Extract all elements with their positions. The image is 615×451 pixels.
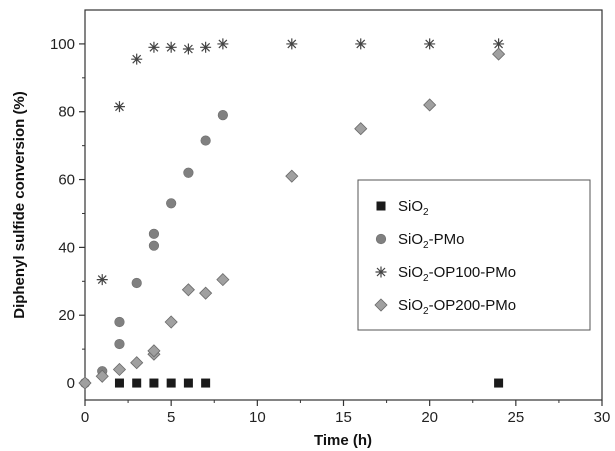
data-point-asterisk <box>493 38 505 50</box>
y-tick-label: 100 <box>50 36 75 53</box>
legend-label-rest: -PMo <box>429 231 465 248</box>
legend-label-main: SiO <box>398 198 423 215</box>
data-point-square <box>166 378 176 388</box>
data-point-square <box>114 378 124 388</box>
data-point-circle <box>183 167 194 178</box>
data-point-diamond <box>78 376 92 390</box>
x-tick-label: 10 <box>249 409 266 426</box>
data-point-diamond <box>285 169 299 183</box>
legend-label-subscript: 2 <box>423 273 429 284</box>
y-tick-label: 20 <box>58 307 75 324</box>
data-point-diamond <box>147 344 161 358</box>
y-tick-label: 40 <box>58 239 75 256</box>
x-tick-label: 5 <box>167 409 175 426</box>
data-point-circle <box>200 135 211 146</box>
y-tick-label: 0 <box>67 375 75 392</box>
data-point-square <box>201 378 211 388</box>
data-point-circle <box>114 316 125 328</box>
legend-box <box>357 179 591 331</box>
x-tick-label: 25 <box>507 409 524 426</box>
legend-marker-square <box>376 201 386 211</box>
data-point-asterisk <box>217 38 229 50</box>
y-axis-title: Diphenyl sulfide conversion (%) <box>11 91 28 319</box>
legend-label-subscript: 2 <box>423 306 429 317</box>
data-point-asterisk <box>113 101 125 113</box>
data-point-square <box>132 378 142 388</box>
data-point-diamond <box>423 98 437 112</box>
data-point-asterisk <box>355 38 367 50</box>
data-point-circle <box>148 228 160 239</box>
data-point-circle <box>131 277 142 289</box>
data-point-diamond <box>130 356 144 370</box>
data-point-asterisk <box>165 41 177 53</box>
legend-label-main: SiO <box>398 297 423 314</box>
legend-label-main: SiO <box>398 264 423 281</box>
y-tick-label: 80 <box>58 104 75 121</box>
legend-marker-asterisk <box>375 266 387 278</box>
data-point-circle <box>166 198 177 209</box>
data-points <box>78 38 506 390</box>
data-point-square <box>183 378 193 388</box>
legend-label: SiO2-OP100-PMo <box>398 264 516 284</box>
legend-label-subscript: 2 <box>423 207 429 218</box>
data-point-asterisk <box>148 41 160 53</box>
x-tick-label: 15 <box>335 409 352 426</box>
data-point-diamond <box>354 122 368 136</box>
data-point-square <box>149 378 159 388</box>
x-tick-label: 20 <box>421 409 438 426</box>
data-point-asterisk <box>200 41 212 53</box>
x-tick-label: 0 <box>81 409 89 426</box>
data-point-circle <box>217 110 228 121</box>
data-point-diamond <box>95 369 109 383</box>
axes: 0 5 10 15 20 25 30 0 20 40 60 80 100 <box>50 36 610 426</box>
data-point-diamond <box>199 286 213 300</box>
data-point-asterisk <box>182 43 194 55</box>
data-point-asterisk <box>96 274 108 286</box>
data-point-diamond <box>216 273 230 287</box>
legend-label: SiO2-PMo <box>398 231 464 251</box>
legend-label: SiO2-OP200-PMo <box>398 297 516 317</box>
legend-label-main: SiO <box>398 231 423 248</box>
legend-label-subscript: 2 <box>423 240 429 251</box>
data-point-asterisk <box>424 38 436 50</box>
data-point-square <box>494 378 504 388</box>
legend-label-rest: -OP200-PMo <box>429 297 517 314</box>
data-point-asterisk <box>286 38 298 50</box>
legend-label: SiO2 <box>398 198 429 218</box>
data-point-asterisk <box>131 53 143 65</box>
data-point-circle <box>148 240 160 251</box>
y-tick-label: 60 <box>58 172 75 189</box>
data-point-diamond <box>112 362 127 377</box>
legend-label-rest: -OP100-PMo <box>429 264 517 281</box>
x-axis-title: Time (h) <box>314 432 372 449</box>
data-point-diamond <box>181 283 195 297</box>
data-point-diamond <box>492 47 506 61</box>
data-point-circle <box>114 338 125 350</box>
x-tick-label: 30 <box>594 409 611 426</box>
legend-marker-diamond <box>374 298 388 312</box>
data-point-diamond <box>164 315 178 329</box>
legend-marker-circle <box>375 233 387 245</box>
